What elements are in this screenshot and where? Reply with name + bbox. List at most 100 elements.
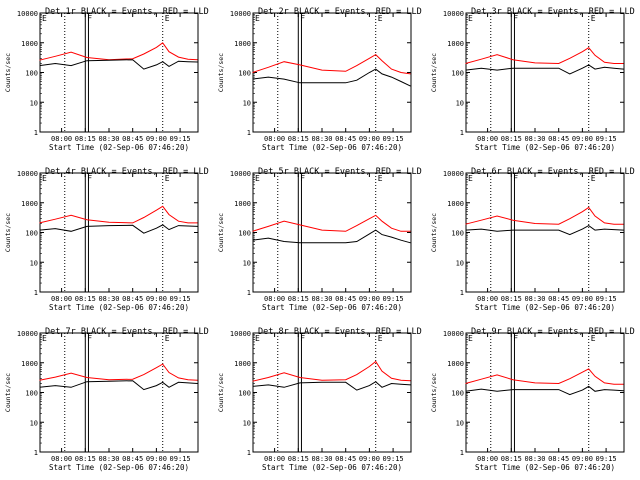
- x-tick-label: 08:15: [288, 135, 309, 143]
- series-line-events: [252, 68, 411, 87]
- plot-title: Det 9r BLACK = Events, RED = LLD: [471, 327, 635, 337]
- marker-letter: E: [42, 334, 47, 343]
- series-line-events: [39, 59, 198, 70]
- plot-frame: [252, 332, 412, 453]
- marker-letter: E: [591, 14, 596, 23]
- series-line-lld: [252, 214, 411, 232]
- y-tick-label: 10000: [17, 170, 38, 178]
- plot-frame: [39, 172, 199, 293]
- y-tick-label: 100: [451, 70, 464, 78]
- series-line-events: [252, 229, 411, 244]
- panel-det-1: Det 1r BLACK = Events, RED = LLD 1 10 100 10…: [4, 7, 209, 152]
- plot-title: Det 2r BLACK = Events, RED = LLD: [258, 7, 422, 17]
- y-tick-label: 1000: [21, 40, 38, 48]
- y-tick-label: 100: [25, 70, 38, 78]
- x-axis-label: Start Time (02-Sep-06 07:46:20): [475, 303, 615, 312]
- series-line-events: [465, 225, 624, 236]
- marker-letter: E: [165, 14, 170, 23]
- y-tick-label: 1: [460, 449, 464, 457]
- y-tick-label: 10: [243, 259, 251, 267]
- x-tick-label: 09:00: [146, 455, 167, 463]
- y-tick-label: 10: [456, 259, 464, 267]
- x-axis-label: Start Time (02-Sep-06 07:46:20): [49, 463, 189, 472]
- y-tick-label: 10: [456, 99, 464, 107]
- y-axis-label: Counts/sec: [4, 53, 12, 92]
- x-tick-label: 08:45: [548, 135, 569, 143]
- panel-det-9: Det 9r BLACK = Events, RED = LLD 1 10 100 10…: [430, 327, 635, 472]
- x-tick-label: 09:15: [596, 135, 617, 143]
- y-axis-label: Counts/sec: [4, 213, 12, 252]
- x-tick-label: 08:30: [311, 295, 332, 303]
- x-tick-label: 09:00: [572, 135, 593, 143]
- x-tick-label: 08:00: [477, 135, 498, 143]
- x-tick-label: 08:30: [524, 295, 545, 303]
- x-tick-label: 08:30: [524, 135, 545, 143]
- y-tick-label: 10: [243, 419, 251, 427]
- marker-letter: E: [165, 174, 170, 183]
- y-tick-label: 100: [238, 390, 251, 398]
- y-tick-label: 100: [451, 230, 464, 238]
- panel-det-2: Det 2r BLACK = Events, RED = LLD 1 10 100 10…: [217, 7, 422, 152]
- marker-letter: E: [255, 14, 260, 23]
- marker-letter: F: [513, 174, 518, 183]
- x-tick-label: 08:45: [548, 455, 569, 463]
- y-tick-label: 10: [243, 99, 251, 107]
- marker-letter: E: [378, 334, 383, 343]
- x-tick-label: 08:15: [75, 295, 96, 303]
- series-line-lld: [39, 205, 198, 224]
- series-line-lld: [252, 360, 411, 382]
- plot-frame: [252, 12, 412, 133]
- x-tick-label: 08:45: [335, 135, 356, 143]
- plot-title: Det 5r BLACK = Events, RED = LLD: [258, 167, 422, 177]
- x-tick-label: 08:15: [501, 455, 522, 463]
- marker-letter: F: [513, 14, 518, 23]
- y-axis-label: Counts/sec: [430, 373, 438, 412]
- marker-letter: F: [300, 14, 305, 23]
- y-tick-label: 10: [30, 419, 38, 427]
- y-tick-label: 10: [30, 259, 38, 267]
- panel-det-5: Det 5r BLACK = Events, RED = LLD 1 10 100 10…: [217, 167, 422, 312]
- x-tick-label: 08:30: [98, 455, 119, 463]
- x-tick-label: 08:30: [311, 135, 332, 143]
- x-axis-label: Start Time (02-Sep-06 07:46:20): [475, 143, 615, 152]
- marker-letter: E: [42, 174, 47, 183]
- y-tick-label: 1000: [21, 360, 38, 368]
- y-tick-label: 1: [247, 289, 251, 297]
- x-tick-label: 09:15: [596, 455, 617, 463]
- y-axis-label: Counts/sec: [430, 213, 438, 252]
- marker-letter: E: [42, 14, 47, 23]
- marker-letter: E: [591, 174, 596, 183]
- y-tick-label: 10000: [230, 10, 251, 18]
- marker-letter: E: [468, 174, 473, 183]
- x-tick-label: 08:45: [335, 295, 356, 303]
- x-tick-label: 08:30: [311, 455, 332, 463]
- x-tick-label: 08:15: [288, 295, 309, 303]
- plot-frame: [465, 12, 625, 133]
- y-tick-label: 10000: [17, 330, 38, 338]
- marker-letter: E: [378, 174, 383, 183]
- panel-det-7: Det 7r BLACK = Events, RED = LLD 1 10 100 10…: [4, 327, 209, 472]
- x-tick-label: 08:00: [51, 295, 72, 303]
- marker-letter: E: [378, 14, 383, 23]
- plot-title: Det 3r BLACK = Events, RED = LLD: [471, 7, 635, 17]
- plot-title: Det 6r BLACK = Events, RED = LLD: [471, 167, 635, 177]
- plot-frame: [465, 172, 625, 293]
- series-line-lld: [252, 53, 411, 75]
- series-line-events: [465, 385, 624, 396]
- x-tick-label: 08:00: [477, 295, 498, 303]
- x-tick-label: 08:00: [51, 455, 72, 463]
- marker-letter: F: [87, 174, 92, 183]
- marker-letter: E: [255, 334, 260, 343]
- x-axis-label: Start Time (02-Sep-06 07:46:20): [49, 143, 189, 152]
- panel-det-4: Det 4r BLACK = Events, RED = LLD 1 10 100 10…: [4, 167, 209, 312]
- y-tick-label: 1000: [234, 40, 251, 48]
- panel-det-6: Det 6r BLACK = Events, RED = LLD 1 10 100 10…: [430, 167, 635, 312]
- series-line-lld: [465, 368, 624, 385]
- y-tick-label: 100: [238, 70, 251, 78]
- marker-letter: E: [591, 334, 596, 343]
- plot-frame: [39, 332, 199, 453]
- series-line-events: [39, 224, 198, 234]
- x-tick-label: 08:45: [122, 135, 143, 143]
- series-line-events: [252, 381, 411, 391]
- marker-letter: F: [300, 174, 305, 183]
